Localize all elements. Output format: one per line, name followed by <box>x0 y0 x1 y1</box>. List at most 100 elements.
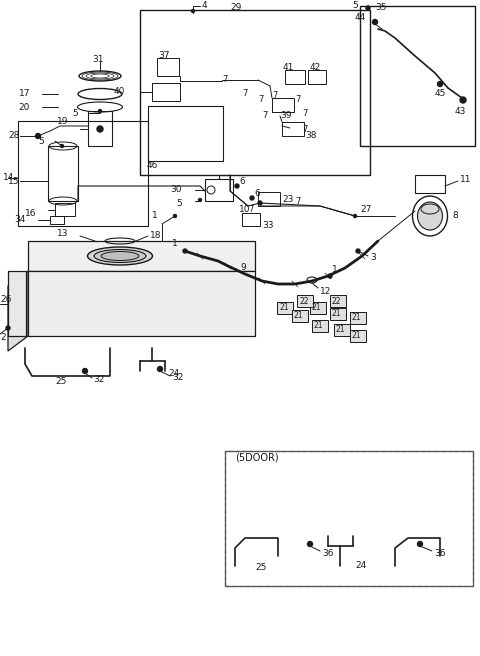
Bar <box>157 58 179 76</box>
Circle shape <box>308 541 312 546</box>
Text: 21: 21 <box>279 304 288 312</box>
Bar <box>292 310 308 322</box>
Text: 46: 46 <box>147 161 158 171</box>
Bar <box>282 122 304 136</box>
Text: 28: 28 <box>8 131 19 140</box>
Text: 18: 18 <box>150 232 161 241</box>
Text: 19: 19 <box>57 117 68 125</box>
Circle shape <box>6 326 10 330</box>
Circle shape <box>353 215 357 218</box>
Text: 7: 7 <box>272 91 277 100</box>
Text: 25: 25 <box>55 377 66 386</box>
Circle shape <box>437 81 443 87</box>
Text: 12: 12 <box>320 287 331 295</box>
Circle shape <box>192 9 194 12</box>
Text: 7: 7 <box>258 96 264 104</box>
Bar <box>330 308 346 320</box>
Bar <box>312 320 328 332</box>
Circle shape <box>418 541 422 546</box>
Text: 37: 37 <box>158 52 169 60</box>
Text: 7: 7 <box>242 89 247 98</box>
Text: 1: 1 <box>172 239 178 249</box>
Bar <box>415 175 445 193</box>
Text: 23: 23 <box>282 194 293 203</box>
Circle shape <box>83 369 87 373</box>
Bar <box>310 302 326 314</box>
Bar <box>225 451 473 586</box>
Bar <box>48 146 78 201</box>
Circle shape <box>460 97 466 103</box>
Bar <box>350 312 366 324</box>
Text: 3: 3 <box>370 253 376 262</box>
Circle shape <box>199 199 202 201</box>
Text: 7: 7 <box>248 205 253 213</box>
Text: 21: 21 <box>352 331 361 340</box>
Circle shape <box>173 215 177 218</box>
Text: 1: 1 <box>152 211 158 220</box>
Text: 7: 7 <box>295 96 300 104</box>
Circle shape <box>36 134 40 138</box>
Text: 31: 31 <box>92 54 104 64</box>
Bar <box>297 295 313 307</box>
Text: 42: 42 <box>310 64 321 73</box>
Bar <box>272 98 294 112</box>
Text: 10: 10 <box>239 205 250 215</box>
Circle shape <box>328 274 332 278</box>
Text: 32: 32 <box>93 375 104 384</box>
Text: 5: 5 <box>176 199 182 209</box>
Text: 21: 21 <box>294 312 303 321</box>
Bar <box>18 121 148 226</box>
Text: 22: 22 <box>299 297 309 306</box>
Text: 13: 13 <box>57 230 68 239</box>
Text: 24: 24 <box>355 562 366 571</box>
Text: 45: 45 <box>435 89 446 98</box>
Bar <box>88 111 112 146</box>
Text: 40: 40 <box>114 87 125 96</box>
Text: 11: 11 <box>460 174 471 184</box>
Circle shape <box>98 110 101 112</box>
Text: 4: 4 <box>202 1 208 10</box>
Text: 21: 21 <box>352 314 361 323</box>
Circle shape <box>97 126 103 132</box>
Text: 21: 21 <box>312 304 322 312</box>
Text: 35: 35 <box>375 3 386 12</box>
Bar <box>8 271 26 336</box>
Ellipse shape <box>94 249 146 262</box>
Text: 32: 32 <box>172 373 183 382</box>
Circle shape <box>366 6 370 10</box>
Text: 5: 5 <box>72 108 78 117</box>
Bar <box>140 10 370 175</box>
Text: 21: 21 <box>314 321 324 331</box>
Circle shape <box>356 249 360 253</box>
Ellipse shape <box>101 251 139 260</box>
Text: 5: 5 <box>352 1 358 10</box>
Text: 43: 43 <box>455 106 467 115</box>
Text: 5: 5 <box>38 136 44 146</box>
Bar <box>330 295 346 307</box>
Circle shape <box>183 249 187 253</box>
Text: 7: 7 <box>262 112 267 121</box>
Text: (5DOOR): (5DOOR) <box>235 453 278 463</box>
Text: 34: 34 <box>14 216 26 224</box>
Ellipse shape <box>418 202 443 230</box>
Text: 33: 33 <box>262 222 274 230</box>
Text: 15: 15 <box>8 176 20 186</box>
Text: 2: 2 <box>0 333 6 342</box>
Text: 9: 9 <box>240 264 246 272</box>
Bar <box>225 451 473 586</box>
Text: 17: 17 <box>19 89 30 98</box>
Polygon shape <box>8 271 28 351</box>
Text: 36: 36 <box>434 548 445 558</box>
Bar <box>50 216 64 224</box>
Text: 16: 16 <box>24 209 36 218</box>
Text: 24: 24 <box>168 369 179 377</box>
Text: 1: 1 <box>332 264 338 274</box>
Circle shape <box>235 184 239 188</box>
Bar <box>205 179 233 201</box>
Text: 7: 7 <box>302 110 307 119</box>
Circle shape <box>258 201 262 205</box>
Ellipse shape <box>87 247 153 265</box>
Bar <box>242 213 260 226</box>
Text: 44: 44 <box>355 12 366 22</box>
Bar <box>152 83 180 101</box>
